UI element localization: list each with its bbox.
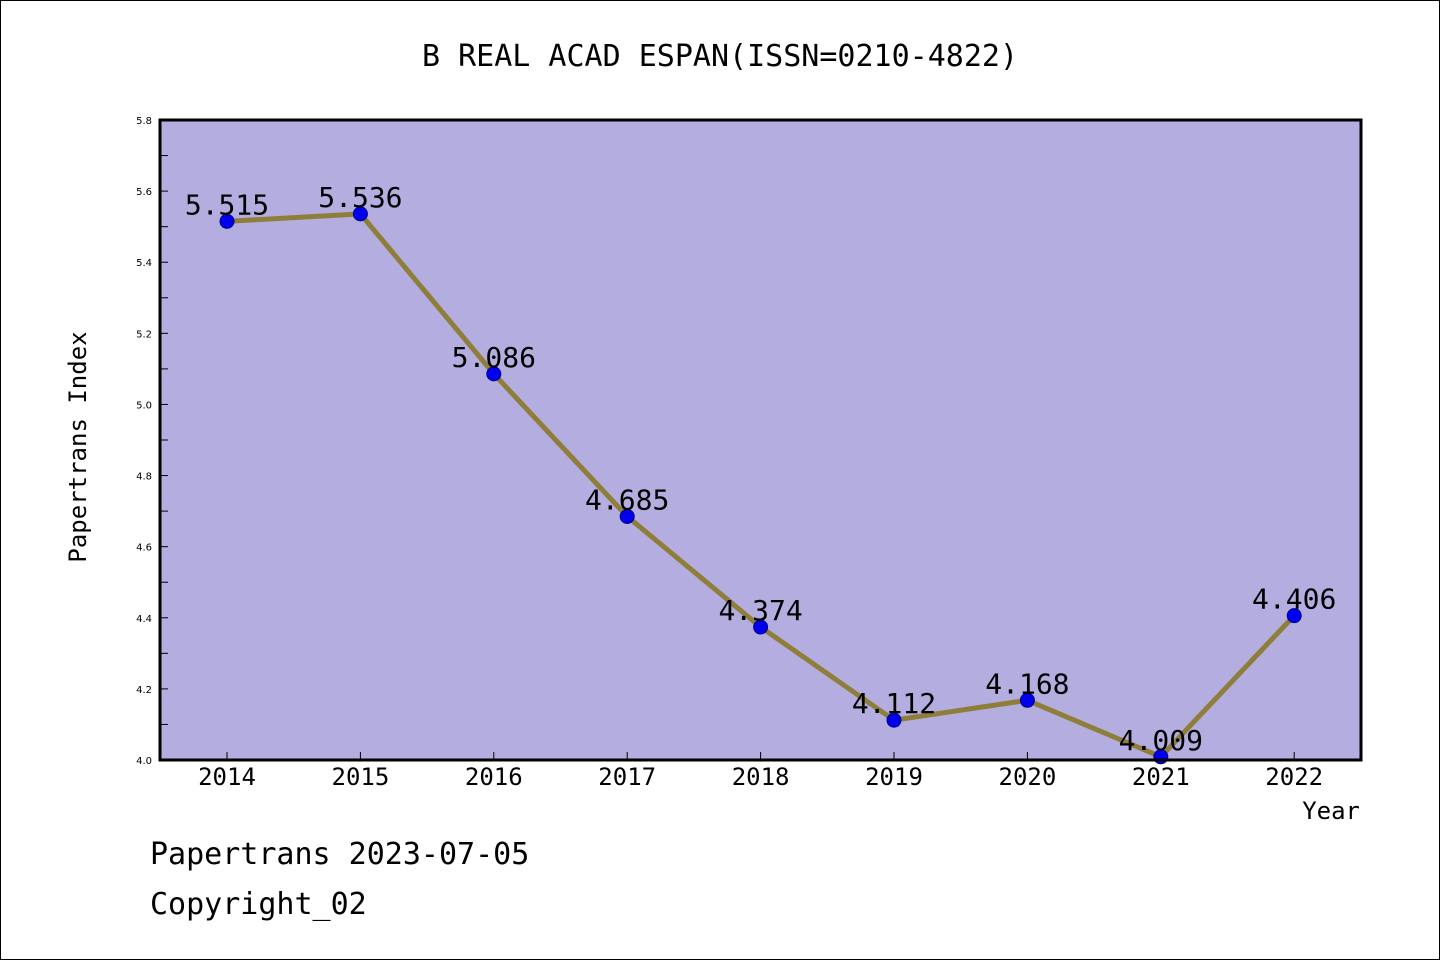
data-label: 4.374 (718, 594, 802, 627)
x-axis-label: Year (1302, 797, 1360, 825)
plot-area (160, 120, 1361, 760)
x-tick-label: 2021 (1132, 763, 1190, 791)
x-tick-label: 2019 (865, 763, 923, 791)
y-tick-label: 4.4 (136, 614, 152, 625)
x-tick-label: 2017 (598, 763, 656, 791)
y-tick-label: 4.0 (136, 756, 152, 767)
x-tick-label: 2020 (999, 763, 1057, 791)
x-tick-label: 2022 (1265, 763, 1323, 791)
data-point (1286, 608, 1302, 624)
x-axis: 2014 2015 2016 2017 2018 2019 2020 2021 2022 (198, 752, 1323, 791)
data-point (352, 206, 368, 222)
data-point (219, 213, 235, 229)
y-tick-label: 5.6 (136, 187, 152, 198)
data-point (886, 712, 902, 728)
data-label: 4.112 (852, 687, 936, 720)
data-point (486, 366, 502, 382)
data-point (619, 508, 635, 524)
x-tick-label: 2014 (198, 763, 256, 791)
data-labels: 5.515 5.536 5.086 4.685 4.374 4.112 4.168 4.009… (185, 181, 1336, 757)
plot-border (158, 118, 1363, 762)
y-axis-label: Papertrans Index (64, 331, 92, 562)
footer-copyright: Copyright_02 (150, 887, 367, 922)
x-tick-label: 2015 (332, 763, 390, 791)
data-label: 5.086 (452, 341, 536, 374)
data-label: 5.536 (318, 181, 402, 214)
data-point (1019, 692, 1035, 708)
y-tick-label: 4.2 (136, 685, 152, 696)
y-tick-label: 4.6 (136, 543, 152, 554)
x-tick-label: 2018 (732, 763, 790, 791)
data-label: 4.406 (1252, 583, 1336, 616)
data-label: 4.009 (1119, 724, 1203, 757)
y-tick-label: 5.8 (136, 116, 152, 127)
x-tick-label: 2016 (465, 763, 523, 791)
chart-title: B REAL ACAD ESPAN(ISSN=0210-4822) (422, 39, 1018, 74)
y-tick-label: 5.2 (136, 329, 152, 340)
footer-date: Papertrans 2023-07-05 (150, 837, 529, 872)
y-tick-label: 5.4 (136, 258, 152, 269)
data-point (753, 619, 769, 635)
y-tick-label: 4.8 (136, 472, 152, 483)
data-label: 5.515 (185, 188, 269, 221)
data-label: 4.685 (585, 483, 669, 516)
data-label: 4.168 (985, 667, 1069, 700)
y-tick-label: 5.0 (136, 400, 152, 411)
